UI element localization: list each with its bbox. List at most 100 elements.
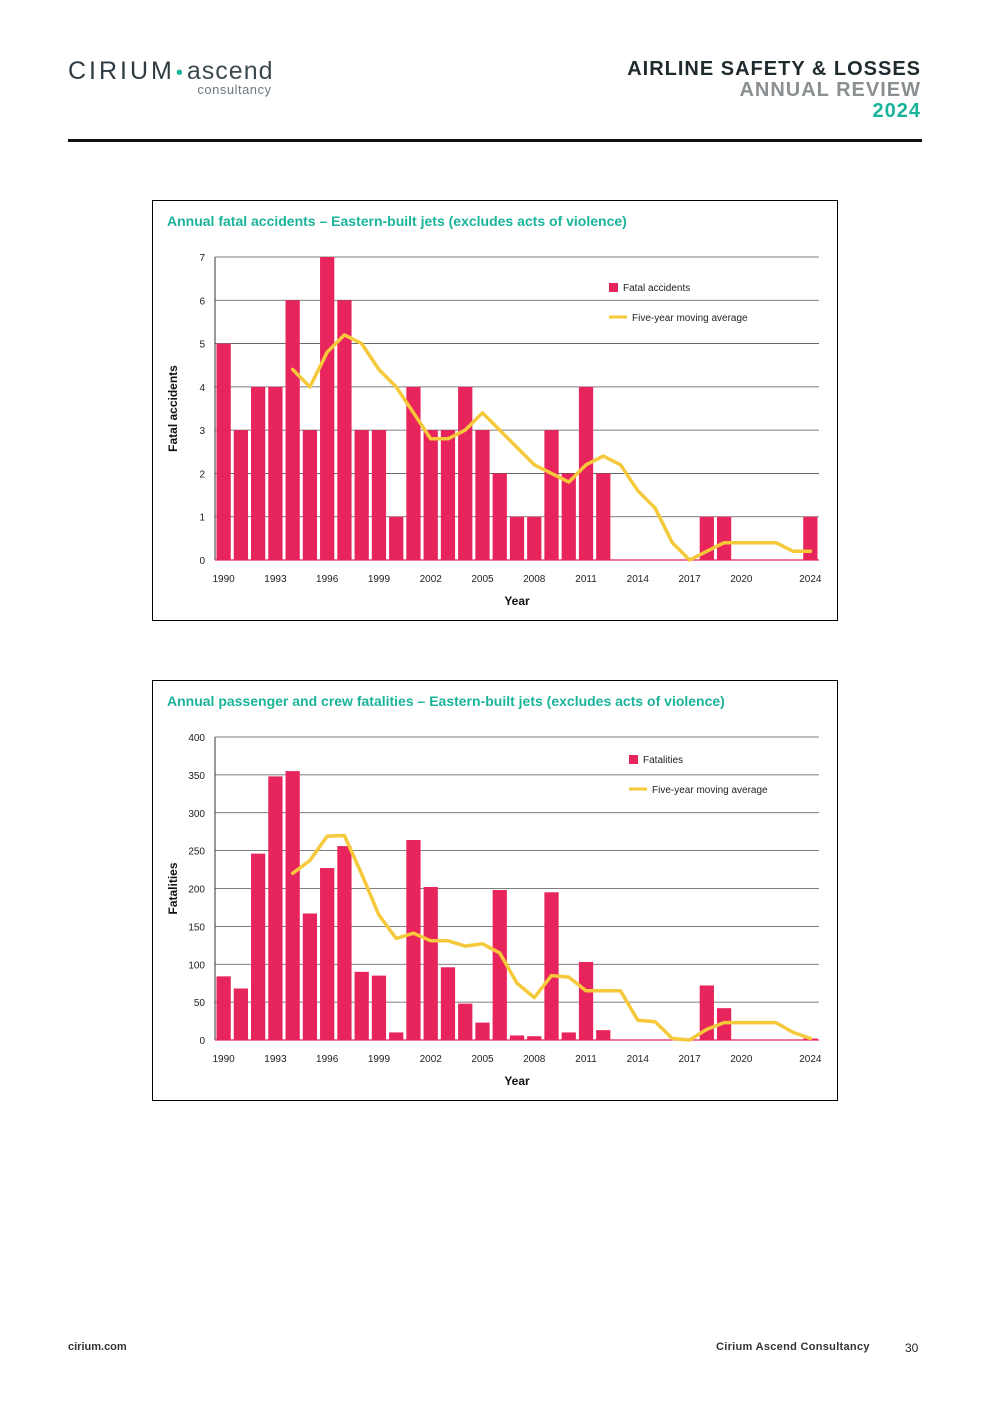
moving-average-line: [290, 333, 813, 562]
y-tick-label: 300: [188, 809, 205, 820]
x-tick-label: 2014: [627, 1054, 650, 1065]
bar-1997: [337, 846, 352, 1040]
bar-2003: [440, 967, 456, 1040]
report-title-line2: ANNUAL REVIEW: [739, 79, 921, 101]
x-tick-label: 1996: [316, 1054, 339, 1065]
x-tick-label: 2024: [799, 1054, 822, 1065]
bar-1990: [216, 976, 231, 1040]
logo-cirium-text: CIRIUM: [68, 57, 175, 85]
bar-1999: [371, 975, 387, 1040]
bar-2010: [561, 473, 576, 560]
bar-1998: [354, 971, 369, 1040]
y-tick-label: 100: [188, 960, 205, 971]
bar-1994: [285, 300, 300, 560]
legend-bar-swatch: [609, 283, 618, 292]
bar-2007: [509, 1035, 525, 1040]
x-tick-label: 2014: [627, 574, 650, 585]
bar-1996: [320, 868, 335, 1040]
x-tick-label: 2020: [730, 574, 753, 585]
y-axis-label: Fatal accidents: [166, 365, 180, 452]
bar-1994: [285, 771, 300, 1040]
x-tick-label: 1996: [316, 574, 339, 585]
y-tick-label: 400: [188, 733, 205, 744]
bar-1993: [268, 386, 283, 560]
bar-2000: [389, 516, 404, 560]
bar-2006: [492, 890, 507, 1040]
x-tick-label: 2017: [678, 1054, 701, 1065]
header-divider: [68, 139, 922, 142]
bar-2010: [561, 1032, 576, 1040]
footer-website[interactable]: cirium.com: [68, 1341, 127, 1353]
y-tick-label: 1: [199, 513, 205, 524]
x-tick-label: 2017: [678, 574, 701, 585]
fatalities-chart: Annual passenger and crew fatalities – E…: [152, 680, 838, 1101]
x-tick-label: 1990: [213, 574, 236, 585]
bar-2002: [423, 886, 438, 1040]
x-tick-label: 2002: [420, 1054, 443, 1065]
x-tick-label: 1993: [264, 1054, 287, 1065]
bar-1999: [371, 430, 387, 560]
y-tick-label: 350: [188, 771, 205, 782]
legend-bar-label: Fatalities: [643, 755, 683, 766]
moving-average-line: [290, 833, 813, 1042]
y-tick-label: 0: [199, 1036, 205, 1047]
y-tick-label: 3: [199, 426, 205, 437]
bar-1991: [233, 988, 249, 1040]
bar-2012: [596, 473, 611, 560]
x-tick-label: 1993: [264, 574, 287, 585]
x-axis-label: Year: [504, 1074, 530, 1088]
bar-2008: [527, 516, 542, 560]
bar-1997: [337, 300, 352, 560]
fatalities-chart-svg: Annual passenger and crew fatalities – E…: [166, 693, 822, 1088]
y-tick-label: 250: [188, 847, 205, 858]
page-number: 30: [905, 1341, 919, 1355]
bar-2008: [527, 1036, 542, 1040]
bar-2002: [423, 430, 438, 560]
bar-2009: [544, 430, 559, 560]
legend-bar-label: Fatal accidents: [623, 283, 690, 294]
x-tick-label: 2024: [799, 574, 822, 585]
y-tick-label: 5: [199, 340, 205, 351]
chart-title: Annual fatal accidents – Eastern-built j…: [167, 213, 627, 229]
bar-1990: [216, 343, 231, 560]
legend-line-label: Five-year moving average: [652, 785, 768, 796]
x-tick-label: 1999: [368, 574, 391, 585]
x-tick-label: 2008: [523, 1054, 546, 1065]
cirium-ascend-logo[interactable]: CIRIUM•ascend consultancy: [68, 58, 274, 97]
x-axis-label: Year: [504, 594, 530, 608]
fatal-accidents-chart-svg: Annual fatal accidents – Eastern-built j…: [166, 213, 822, 608]
x-tick-label: 1999: [368, 1054, 391, 1065]
bar-2005: [475, 430, 490, 560]
bar-1996: [320, 257, 335, 560]
legend-bar-swatch: [629, 755, 638, 764]
bar-1995: [302, 430, 318, 560]
logo-subtitle: consultancy: [197, 82, 272, 97]
bar-2024: [803, 516, 818, 560]
bar-2004: [458, 1003, 473, 1040]
y-tick-label: 6: [199, 296, 205, 307]
y-tick-label: 50: [194, 998, 206, 1009]
bar-1993: [268, 776, 283, 1040]
bar-2007: [509, 516, 525, 560]
bar-2004: [458, 386, 473, 560]
x-tick-label: 2011: [575, 1054, 597, 1065]
bar-2019: [716, 516, 732, 560]
bar-1991: [233, 430, 249, 560]
y-tick-label: 150: [188, 922, 205, 933]
fatal-accidents-chart: Annual fatal accidents – Eastern-built j…: [152, 200, 838, 621]
report-title-line1: AIRLINE SAFETY & LOSSES: [627, 58, 921, 80]
bar-2012: [596, 1030, 611, 1040]
bar-2006: [492, 473, 507, 560]
x-tick-label: 2020: [730, 1054, 753, 1065]
x-tick-label: 2005: [471, 574, 494, 585]
logo-dot-icon: •: [175, 62, 186, 84]
logo-ascend-text: ascend: [186, 57, 274, 85]
bar-1992: [251, 853, 266, 1040]
x-tick-label: 2008: [523, 574, 546, 585]
x-tick-label: 2011: [575, 574, 597, 585]
y-tick-label: 7: [199, 253, 205, 264]
bar-2009: [544, 892, 559, 1040]
y-tick-label: 200: [188, 885, 205, 896]
y-tick-label: 0: [199, 556, 205, 567]
x-tick-label: 2002: [420, 574, 443, 585]
